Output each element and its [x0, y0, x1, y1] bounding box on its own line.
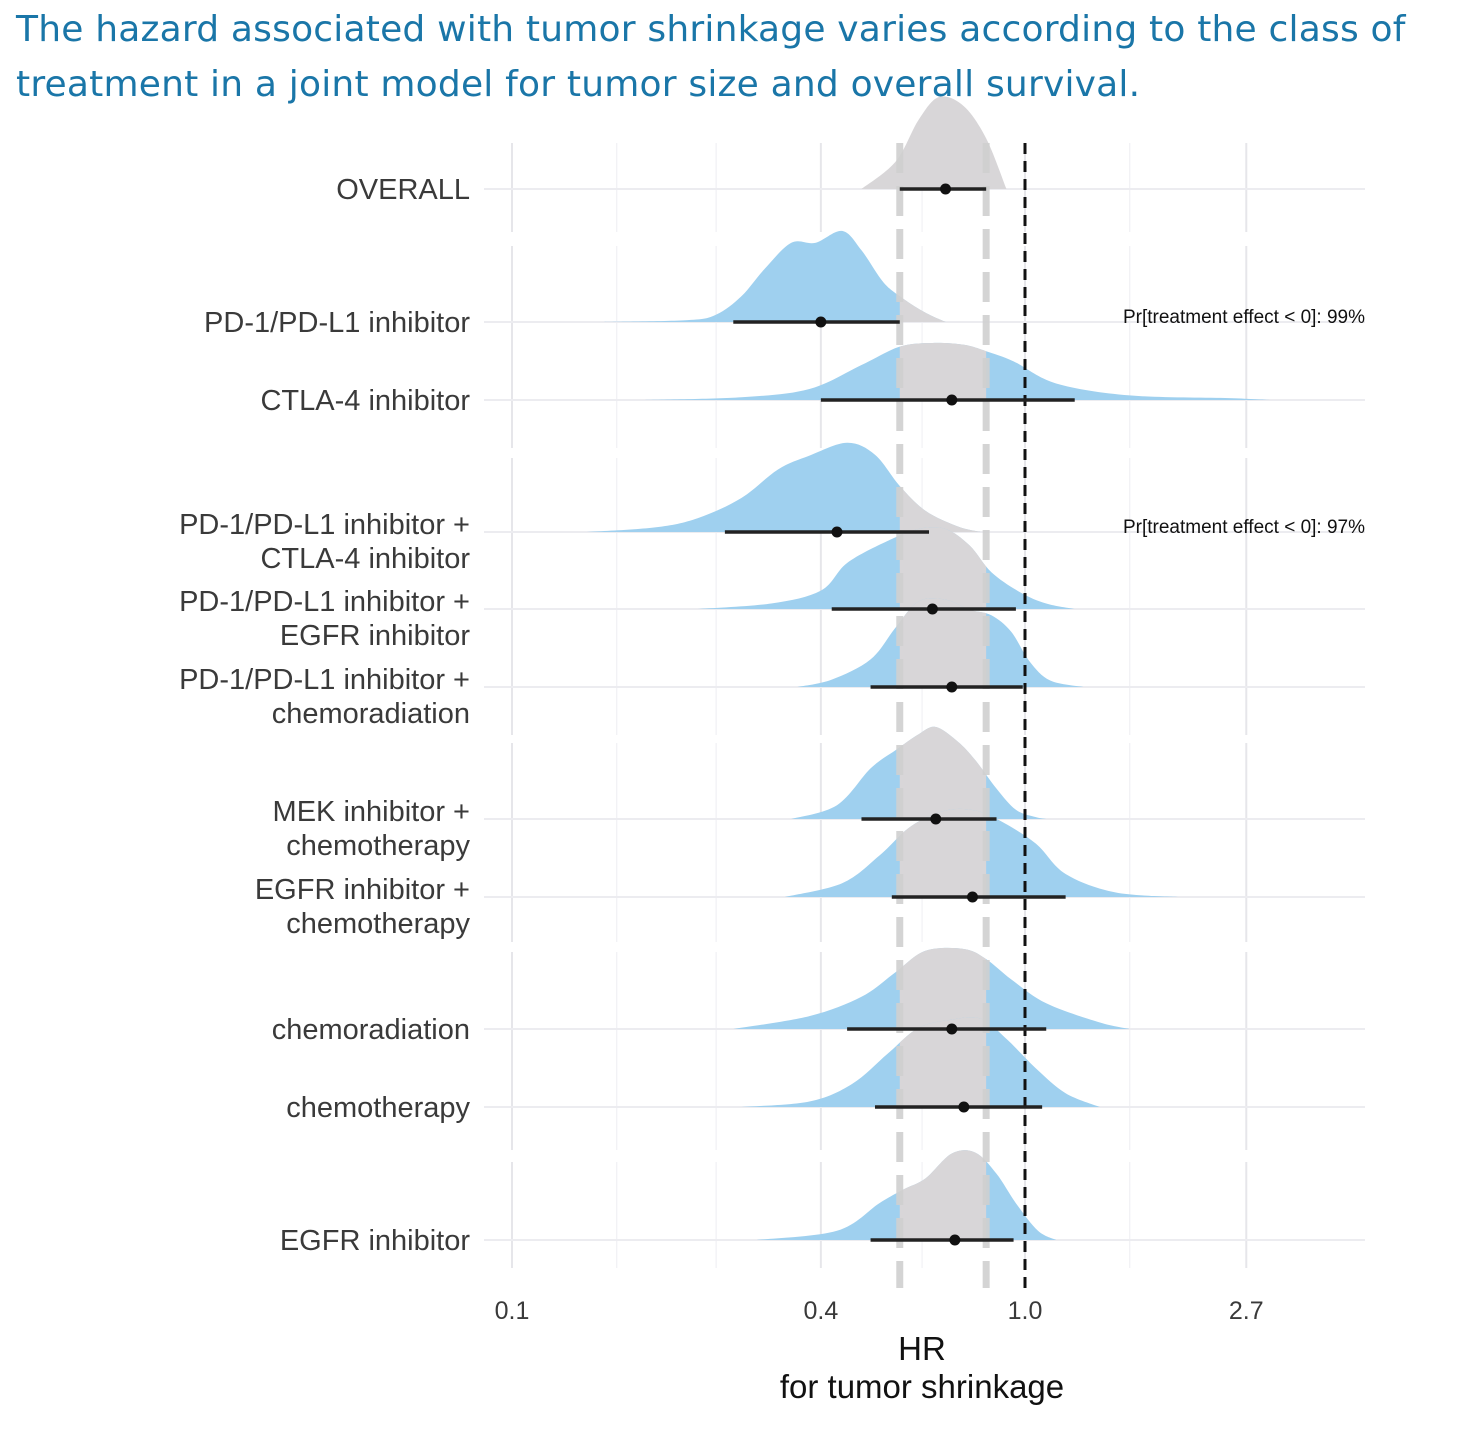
- density-row: [861, 96, 1007, 189]
- density-shape: [861, 96, 1007, 189]
- x-tick-label: 1.0: [1008, 1297, 1043, 1325]
- row-label-line: OVERALL: [336, 174, 470, 206]
- x-axis-title-line: for tumor shrinkage: [780, 1368, 1064, 1405]
- row-label-line: CTLA-4 inhibitor: [260, 543, 470, 575]
- row-label-line: chemotherapy: [286, 1092, 470, 1124]
- density-core-shape: [899, 527, 987, 609]
- density-row: [741, 1017, 1100, 1107]
- median-point: [966, 891, 978, 903]
- density-tail-shape: [586, 442, 981, 532]
- median-point: [815, 316, 827, 328]
- density-row: [697, 527, 1075, 609]
- row-label: MEK inhibitor + chemotherapy: [273, 796, 471, 862]
- density-tail-shape: [602, 230, 946, 322]
- row-label-line: MEK inhibitor +: [273, 796, 470, 828]
- x-tick-label: 2.7: [1229, 1297, 1264, 1325]
- row-label: PD-1/PD-L1 inhibitor + EGFR inhibitor: [179, 586, 470, 652]
- row-label-line: PD-1/PD-L1 inhibitor +: [179, 664, 470, 696]
- row-label: PD-1/PD-L1 inhibitor + chemoradiation: [179, 664, 470, 730]
- grid-lines: [484, 143, 1365, 1268]
- density-core-shape: [899, 342, 987, 400]
- median-point: [946, 681, 958, 693]
- row-label: CTLA-4 inhibitor: [260, 385, 470, 417]
- density-row: [733, 947, 1130, 1029]
- row-label-line: chemoradiation: [272, 1014, 470, 1046]
- row-label: EGFR inhibitor + chemotherapy: [255, 874, 471, 940]
- chart-title: The hazard associated with tumor shrinka…: [16, 9, 1406, 105]
- x-tick-label: 0.1: [495, 1297, 530, 1325]
- median-point: [930, 813, 942, 825]
- density-row: [586, 442, 981, 532]
- density-row: [756, 1150, 1057, 1240]
- density-row: [791, 726, 1047, 819]
- row-label-line: PD-1/PD-L1 inhibitor: [204, 307, 470, 339]
- row-label-line: CTLA-4 inhibitor: [260, 385, 470, 417]
- x-axis-title: HR for tumor shrinkage: [780, 1330, 1064, 1405]
- row-label-line: EGFR inhibitor: [280, 620, 471, 652]
- row-label-line: PD-1/PD-L1 inhibitor +: [179, 586, 470, 618]
- row-label: PD-1/PD-L1 inhibitor: [204, 307, 470, 339]
- density-row: [784, 808, 1180, 897]
- density-core-shape: [899, 947, 987, 1029]
- median-point: [831, 526, 843, 538]
- row-label-line: chemotherapy: [286, 908, 470, 940]
- row-label: chemotherapy: [286, 1092, 470, 1124]
- median-point: [946, 394, 958, 406]
- row-label-line: chemotherapy: [286, 830, 470, 862]
- row-label: OVERALL: [336, 174, 470, 206]
- density-row: [797, 598, 1084, 687]
- x-tick-label: 0.4: [803, 1297, 838, 1325]
- median-point: [926, 603, 938, 615]
- row-label: PD-1/PD-L1 inhibitor + CTLA-4 inhibitor: [179, 509, 470, 575]
- density-core-shape: [899, 296, 946, 322]
- median-point: [940, 183, 952, 195]
- row-label-line: PD-1/PD-L1 inhibitor +: [179, 509, 470, 541]
- density-core-shape: [899, 808, 987, 897]
- density-core-shape: [899, 1017, 987, 1107]
- x-axis-title-line: HR: [898, 1330, 946, 1367]
- density-core-shape: [899, 598, 987, 687]
- row-label-line: EGFR inhibitor +: [255, 874, 470, 906]
- density-core-shape: [899, 726, 987, 819]
- density-tail-shape: [697, 527, 1075, 609]
- row-label: chemoradiation: [272, 1014, 470, 1046]
- density-row: [602, 230, 946, 322]
- density-row: [642, 342, 1270, 400]
- annotation-text: Pr[treatment effect < 0]: 97%: [1123, 517, 1365, 538]
- row-label-line: chemoradiation: [272, 698, 470, 730]
- row-label: EGFR inhibitor: [280, 1225, 471, 1257]
- median-point: [946, 1023, 958, 1035]
- median-point: [958, 1101, 970, 1113]
- annotation-text: Pr[treatment effect < 0]: 99%: [1123, 307, 1365, 328]
- median-point: [949, 1234, 961, 1246]
- density-core-shape: [899, 485, 981, 532]
- density-core-shape: [899, 1150, 987, 1240]
- row-label-line: EGFR inhibitor: [280, 1225, 471, 1257]
